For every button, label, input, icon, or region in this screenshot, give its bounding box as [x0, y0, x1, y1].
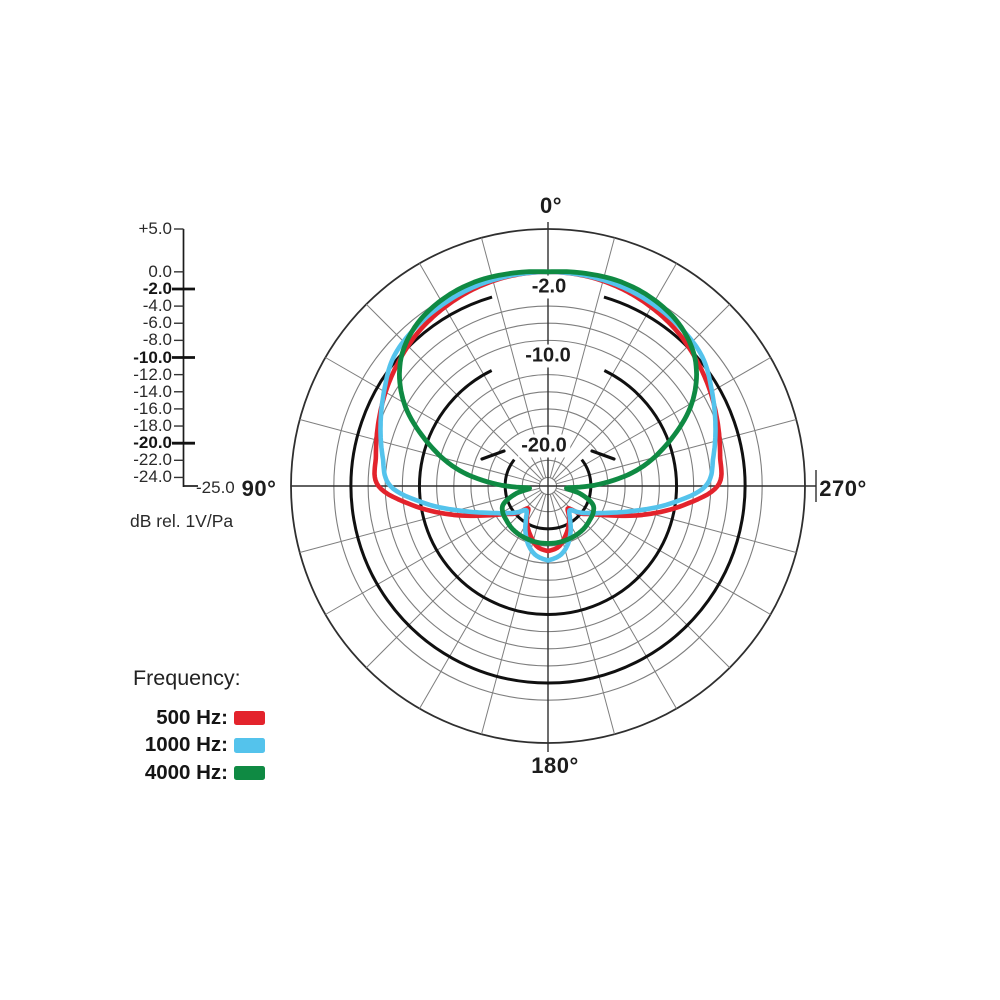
grid-spoke	[556, 487, 797, 553]
ring-label-minus10: -10.0	[522, 344, 574, 368]
grid-spoke	[299, 419, 540, 485]
grid-spoke	[365, 303, 542, 480]
series-curve-1000hz	[378, 269, 718, 563]
legend-row-4000hz: 4000 Hz:	[133, 759, 265, 787]
grid-spoke	[554, 492, 731, 669]
angle-label-270: 270°	[819, 476, 867, 501]
db-scale-tick-label: -22.0	[133, 450, 172, 470]
db-scale-tick-label: 0.0	[148, 261, 172, 281]
ring-label-dash	[590, 449, 616, 461]
angle-label-180: 180°	[531, 753, 579, 778]
db-scale-tick-label: -12.0	[133, 364, 172, 384]
grid-spoke	[299, 487, 540, 553]
legend-label-500hz: 500 Hz:	[156, 705, 228, 729]
db-scale-tick-label: -18.0	[133, 416, 172, 436]
db-scale-tick-label: -16.0	[133, 398, 172, 418]
angle-label-0: 0°	[539, 193, 563, 218]
db-axis-caption: dB rel. 1V/Pa	[130, 511, 234, 531]
grid-spoke	[419, 493, 544, 709]
legend-row-1000hz: 1000 Hz:	[133, 732, 265, 760]
legend-label-1000hz: 1000 Hz:	[144, 733, 228, 757]
legend-label-4000hz: 4000 Hz:	[144, 760, 228, 784]
db-scale-tick-label: -10.0	[133, 347, 172, 367]
ring-label-minus2: -2.0	[528, 275, 570, 299]
legend-swatch-1000hz	[234, 738, 265, 753]
db-scale-tick-label: -2.0	[142, 278, 172, 298]
grid-spoke	[555, 357, 771, 482]
angle-label-90: 90°	[241, 476, 277, 501]
db-scale-tick-label: -8.0	[142, 330, 172, 350]
legend-swatch-500hz	[234, 710, 265, 725]
db-scale-tick-label: -6.0	[142, 313, 172, 333]
grid-spoke	[554, 303, 731, 480]
db-scale-tick-label: -14.0	[133, 381, 172, 401]
legend: Frequency: 500 Hz: 1000 Hz: 4000 Hz:	[133, 666, 265, 787]
legend-row-500hz: 500 Hz:	[133, 704, 265, 732]
ring-label-minus20: -20.0	[518, 434, 570, 458]
grid-spoke	[325, 357, 541, 482]
grid-circle-bold	[349, 295, 747, 685]
grid-spoke	[365, 492, 542, 669]
grid-circle-bold	[418, 369, 678, 616]
series-curve-4000hz	[397, 269, 699, 546]
legend-swatch-4000hz	[234, 765, 265, 780]
db-scale-tick-label: +5.0	[138, 219, 172, 238]
legend-title: Frequency:	[133, 666, 241, 690]
grid-spoke	[556, 419, 797, 485]
grid-spoke	[549, 494, 615, 735]
grid-spoke	[481, 494, 547, 735]
db-scale-tick-label: -20.0	[133, 433, 172, 453]
db-scale-end-label: -25.0	[196, 478, 235, 497]
db-scale-tick-label: -24.0	[133, 467, 172, 487]
ring-label-dash	[480, 449, 506, 461]
db-scale-tick-label: -4.0	[142, 296, 172, 316]
grid-spoke	[552, 493, 677, 709]
